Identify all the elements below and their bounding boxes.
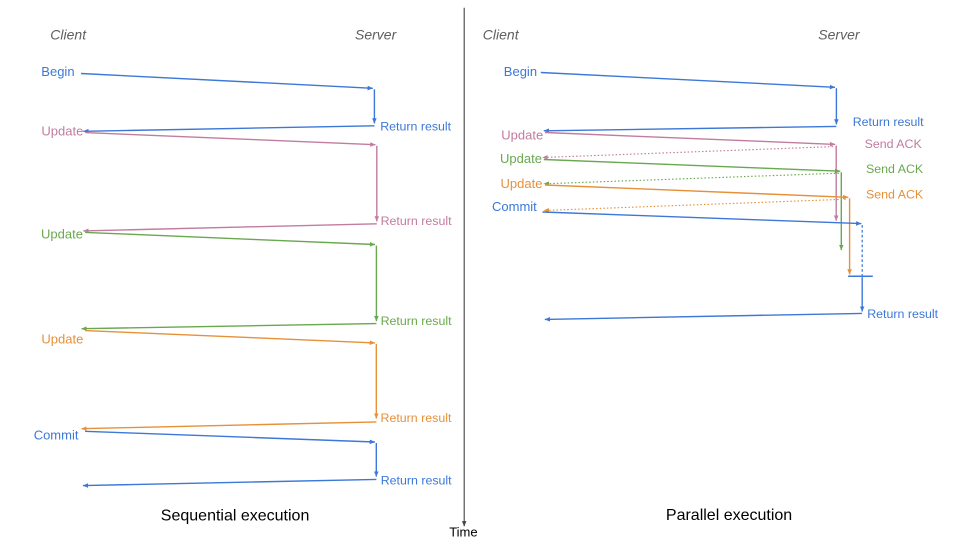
svg-text:Update: Update <box>501 176 543 191</box>
svg-text:Begin: Begin <box>504 64 537 79</box>
svg-text:Return result: Return result <box>381 314 452 328</box>
svg-text:Commit: Commit <box>34 428 79 443</box>
svg-text:Server: Server <box>818 27 861 43</box>
svg-text:Return result: Return result <box>381 474 452 488</box>
svg-text:Return result: Return result <box>381 411 452 425</box>
svg-text:Return result: Return result <box>853 115 924 129</box>
svg-text:Parallel execution: Parallel execution <box>666 507 792 524</box>
svg-text:Server: Server <box>355 27 398 43</box>
svg-text:Client: Client <box>50 26 87 42</box>
svg-text:Time: Time <box>449 525 477 540</box>
svg-text:Update: Update <box>41 226 83 241</box>
svg-text:Update: Update <box>500 151 542 166</box>
svg-text:Client: Client <box>483 26 520 42</box>
svg-text:Commit: Commit <box>492 199 537 214</box>
svg-text:Return result: Return result <box>867 307 938 321</box>
svg-text:Sequential execution: Sequential execution <box>161 507 310 524</box>
svg-text:Return result: Return result <box>381 214 452 228</box>
svg-text:Update: Update <box>501 127 543 142</box>
svg-text:Send ACK: Send ACK <box>865 137 923 151</box>
svg-text:Update: Update <box>41 331 83 346</box>
svg-text:Update: Update <box>41 123 83 138</box>
svg-text:Send ACK: Send ACK <box>866 162 924 176</box>
svg-text:Begin: Begin <box>41 64 74 79</box>
svg-text:Return result: Return result <box>380 119 451 133</box>
svg-text:Send ACK: Send ACK <box>866 187 924 201</box>
